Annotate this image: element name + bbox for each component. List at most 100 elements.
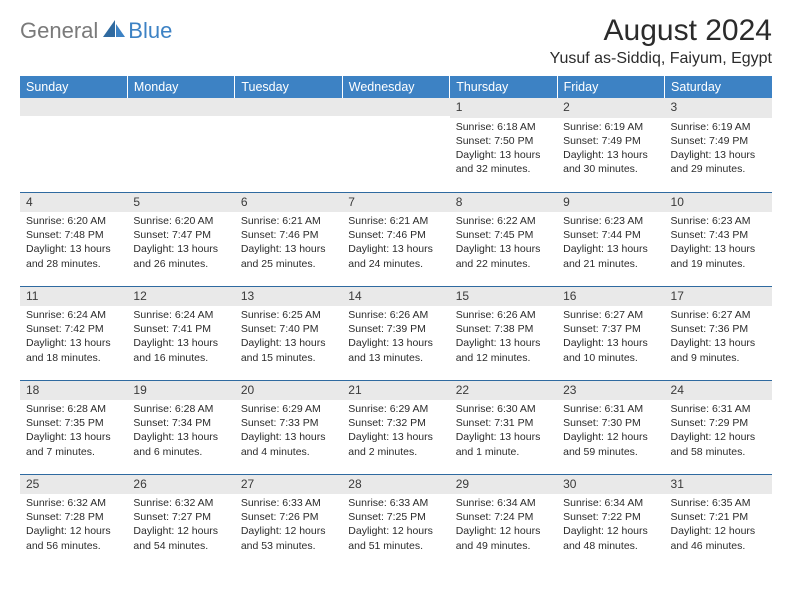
day-number: 16 — [557, 287, 664, 307]
calendar-cell-inner — [127, 98, 234, 192]
calendar-body: 1Sunrise: 6:18 AMSunset: 7:50 PMDaylight… — [20, 98, 772, 568]
sunrise-text: Sunrise: 6:18 AM — [456, 120, 551, 134]
calendar-cell: 12Sunrise: 6:24 AMSunset: 7:41 PMDayligh… — [127, 286, 234, 380]
day-number: 3 — [665, 98, 772, 118]
calendar-cell: 3Sunrise: 6:19 AMSunset: 7:49 PMDaylight… — [665, 98, 772, 192]
sunset-text: Sunset: 7:41 PM — [133, 322, 228, 336]
calendar-cell: 1Sunrise: 6:18 AMSunset: 7:50 PMDaylight… — [450, 98, 557, 192]
calendar-cell-inner: 2Sunrise: 6:19 AMSunset: 7:49 PMDaylight… — [557, 98, 664, 192]
calendar-cell-inner: 9Sunrise: 6:23 AMSunset: 7:44 PMDaylight… — [557, 193, 664, 286]
calendar-cell-inner: 28Sunrise: 6:33 AMSunset: 7:25 PMDayligh… — [342, 475, 449, 569]
sunrise-text: Sunrise: 6:24 AM — [26, 308, 121, 322]
sunrise-text: Sunrise: 6:19 AM — [671, 120, 766, 134]
sunset-text: Sunset: 7:24 PM — [456, 510, 551, 524]
calendar-cell: 6Sunrise: 6:21 AMSunset: 7:46 PMDaylight… — [235, 192, 342, 286]
sunset-text: Sunset: 7:25 PM — [348, 510, 443, 524]
day-info: Sunrise: 6:23 AMSunset: 7:43 PMDaylight:… — [665, 212, 772, 275]
daylight-text: Daylight: 12 hours and 48 minutes. — [563, 524, 658, 552]
daylight-text: Daylight: 13 hours and 10 minutes. — [563, 336, 658, 364]
calendar-cell: 27Sunrise: 6:33 AMSunset: 7:26 PMDayligh… — [235, 474, 342, 568]
calendar-cell: 20Sunrise: 6:29 AMSunset: 7:33 PMDayligh… — [235, 380, 342, 474]
day-number: 13 — [235, 287, 342, 307]
calendar-cell-inner: 13Sunrise: 6:25 AMSunset: 7:40 PMDayligh… — [235, 287, 342, 380]
calendar-cell-inner: 29Sunrise: 6:34 AMSunset: 7:24 PMDayligh… — [450, 475, 557, 569]
calendar-table: SundayMondayTuesdayWednesdayThursdayFrid… — [20, 76, 772, 568]
calendar-thead: SundayMondayTuesdayWednesdayThursdayFrid… — [20, 76, 772, 98]
day-info: Sunrise: 6:28 AMSunset: 7:34 PMDaylight:… — [127, 400, 234, 463]
day-number: 21 — [342, 381, 449, 401]
day-info: Sunrise: 6:29 AMSunset: 7:33 PMDaylight:… — [235, 400, 342, 463]
calendar-cell-inner: 31Sunrise: 6:35 AMSunset: 7:21 PMDayligh… — [665, 475, 772, 569]
calendar-cell: 31Sunrise: 6:35 AMSunset: 7:21 PMDayligh… — [665, 474, 772, 568]
sunrise-text: Sunrise: 6:23 AM — [671, 214, 766, 228]
calendar-cell — [342, 98, 449, 192]
daylight-text: Daylight: 13 hours and 2 minutes. — [348, 430, 443, 458]
weekday-header: Friday — [557, 76, 664, 98]
sunset-text: Sunset: 7:33 PM — [241, 416, 336, 430]
day-number: 29 — [450, 475, 557, 495]
day-info: Sunrise: 6:20 AMSunset: 7:47 PMDaylight:… — [127, 212, 234, 275]
sunset-text: Sunset: 7:39 PM — [348, 322, 443, 336]
calendar-cell-inner: 19Sunrise: 6:28 AMSunset: 7:34 PMDayligh… — [127, 381, 234, 474]
day-number: 20 — [235, 381, 342, 401]
day-number — [20, 98, 127, 116]
calendar-cell-inner: 15Sunrise: 6:26 AMSunset: 7:38 PMDayligh… — [450, 287, 557, 380]
day-number: 5 — [127, 193, 234, 213]
brand-general: General — [20, 18, 98, 44]
calendar-cell-inner: 11Sunrise: 6:24 AMSunset: 7:42 PMDayligh… — [20, 287, 127, 380]
calendar-cell-inner: 22Sunrise: 6:30 AMSunset: 7:31 PMDayligh… — [450, 381, 557, 474]
daylight-text: Daylight: 12 hours and 56 minutes. — [26, 524, 121, 552]
sunrise-text: Sunrise: 6:34 AM — [563, 496, 658, 510]
weekday-header: Wednesday — [342, 76, 449, 98]
day-number: 10 — [665, 193, 772, 213]
day-number — [342, 98, 449, 116]
sunrise-text: Sunrise: 6:21 AM — [348, 214, 443, 228]
daylight-text: Daylight: 13 hours and 4 minutes. — [241, 430, 336, 458]
calendar-cell: 30Sunrise: 6:34 AMSunset: 7:22 PMDayligh… — [557, 474, 664, 568]
sunset-text: Sunset: 7:21 PM — [671, 510, 766, 524]
calendar-cell-inner: 21Sunrise: 6:29 AMSunset: 7:32 PMDayligh… — [342, 381, 449, 474]
calendar-cell-inner: 5Sunrise: 6:20 AMSunset: 7:47 PMDaylight… — [127, 193, 234, 286]
sunset-text: Sunset: 7:43 PM — [671, 228, 766, 242]
daylight-text: Daylight: 13 hours and 9 minutes. — [671, 336, 766, 364]
calendar-cell-inner: 6Sunrise: 6:21 AMSunset: 7:46 PMDaylight… — [235, 193, 342, 286]
sunrise-text: Sunrise: 6:33 AM — [348, 496, 443, 510]
calendar-cell-inner: 23Sunrise: 6:31 AMSunset: 7:30 PMDayligh… — [557, 381, 664, 474]
sunrise-text: Sunrise: 6:32 AM — [133, 496, 228, 510]
daylight-text: Daylight: 13 hours and 30 minutes. — [563, 148, 658, 176]
calendar-cell-inner: 10Sunrise: 6:23 AMSunset: 7:43 PMDayligh… — [665, 193, 772, 286]
calendar-cell-inner: 4Sunrise: 6:20 AMSunset: 7:48 PMDaylight… — [20, 193, 127, 286]
calendar-cell-inner: 25Sunrise: 6:32 AMSunset: 7:28 PMDayligh… — [20, 475, 127, 569]
day-number: 26 — [127, 475, 234, 495]
day-info: Sunrise: 6:29 AMSunset: 7:32 PMDaylight:… — [342, 400, 449, 463]
daylight-text: Daylight: 12 hours and 46 minutes. — [671, 524, 766, 552]
day-info: Sunrise: 6:23 AMSunset: 7:44 PMDaylight:… — [557, 212, 664, 275]
day-info: Sunrise: 6:21 AMSunset: 7:46 PMDaylight:… — [342, 212, 449, 275]
sunset-text: Sunset: 7:49 PM — [563, 134, 658, 148]
calendar-cell: 7Sunrise: 6:21 AMSunset: 7:46 PMDaylight… — [342, 192, 449, 286]
day-number: 11 — [20, 287, 127, 307]
sunset-text: Sunset: 7:22 PM — [563, 510, 658, 524]
calendar-cell: 26Sunrise: 6:32 AMSunset: 7:27 PMDayligh… — [127, 474, 234, 568]
sunrise-text: Sunrise: 6:32 AM — [26, 496, 121, 510]
day-info: Sunrise: 6:24 AMSunset: 7:42 PMDaylight:… — [20, 306, 127, 369]
sunrise-text: Sunrise: 6:35 AM — [671, 496, 766, 510]
sunset-text: Sunset: 7:27 PM — [133, 510, 228, 524]
calendar-cell-inner — [235, 98, 342, 192]
sunrise-text: Sunrise: 6:19 AM — [563, 120, 658, 134]
calendar-cell: 21Sunrise: 6:29 AMSunset: 7:32 PMDayligh… — [342, 380, 449, 474]
sunset-text: Sunset: 7:36 PM — [671, 322, 766, 336]
calendar-cell: 13Sunrise: 6:25 AMSunset: 7:40 PMDayligh… — [235, 286, 342, 380]
calendar-cell: 19Sunrise: 6:28 AMSunset: 7:34 PMDayligh… — [127, 380, 234, 474]
daylight-text: Daylight: 12 hours and 53 minutes. — [241, 524, 336, 552]
sunset-text: Sunset: 7:46 PM — [241, 228, 336, 242]
sunset-text: Sunset: 7:48 PM — [26, 228, 121, 242]
daylight-text: Daylight: 13 hours and 28 minutes. — [26, 242, 121, 270]
calendar-cell-inner — [20, 98, 127, 192]
day-info: Sunrise: 6:24 AMSunset: 7:41 PMDaylight:… — [127, 306, 234, 369]
daylight-text: Daylight: 12 hours and 59 minutes. — [563, 430, 658, 458]
sunrise-text: Sunrise: 6:26 AM — [348, 308, 443, 322]
day-number: 22 — [450, 381, 557, 401]
day-info: Sunrise: 6:33 AMSunset: 7:26 PMDaylight:… — [235, 494, 342, 557]
daylight-text: Daylight: 13 hours and 18 minutes. — [26, 336, 121, 364]
